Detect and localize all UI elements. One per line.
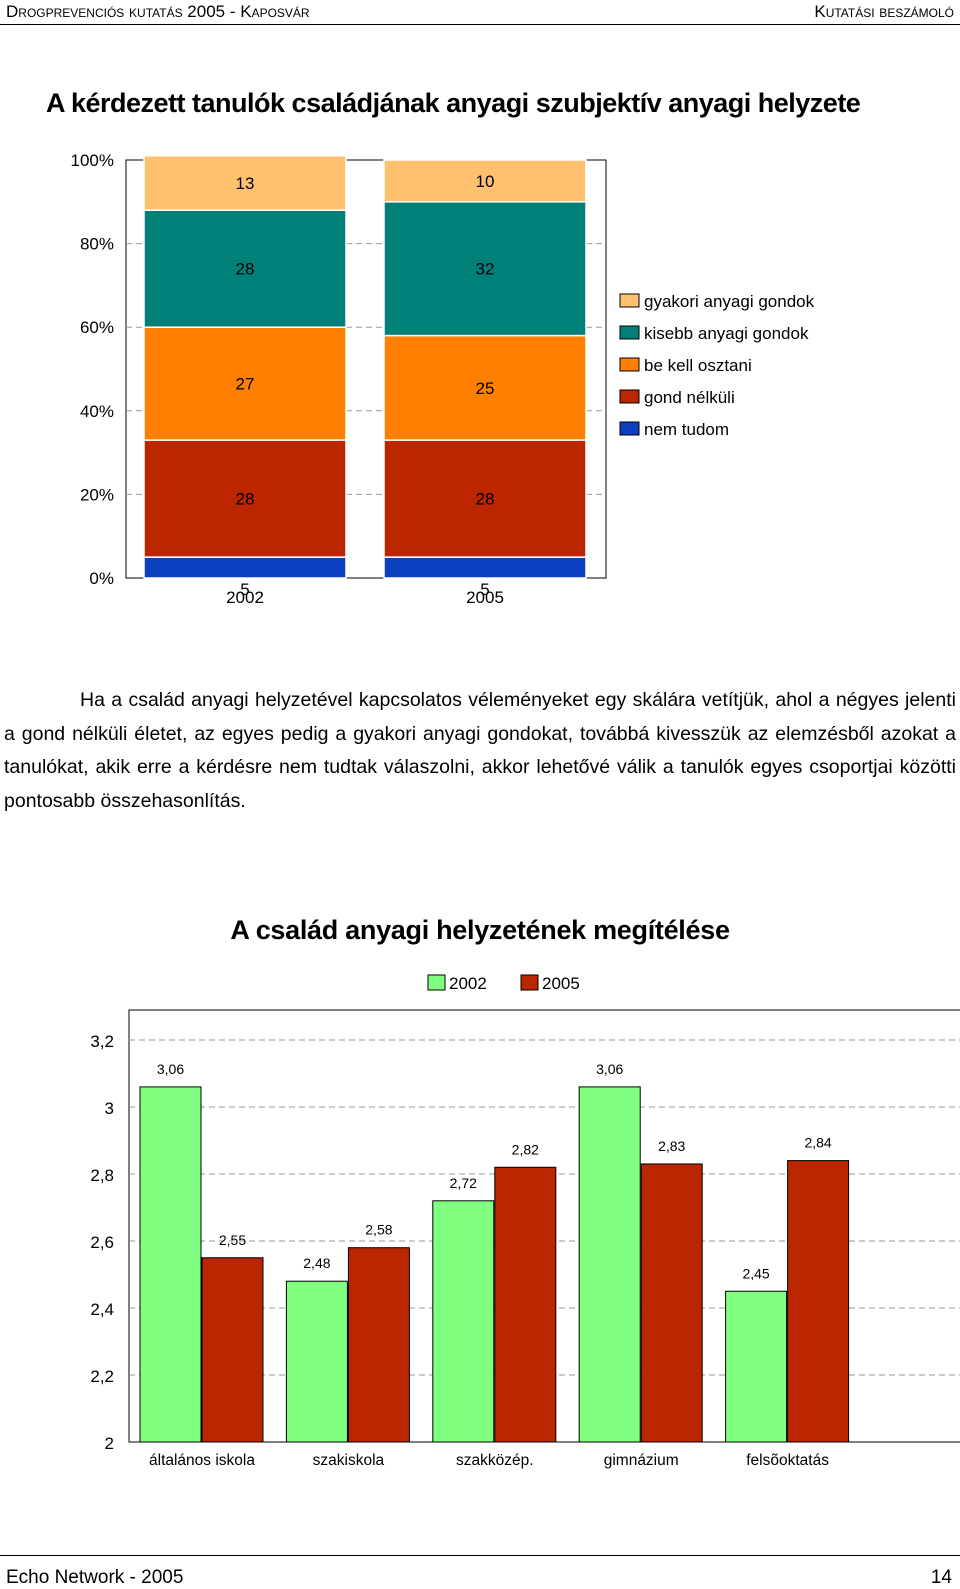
legend-label: gond nélküli	[644, 388, 735, 407]
body-paragraph: Ha a család anyagi helyzetével kapcsolat…	[4, 689, 956, 812]
x-tick-label: 2005	[466, 588, 504, 607]
page-footer: Echo Network - 2005 14	[0, 1555, 960, 1589]
y-tick-label: 0%	[89, 569, 114, 588]
data-label: 13	[236, 174, 255, 193]
legend-swatch	[619, 421, 640, 436]
header-report-type: Kutatási beszámoló	[814, 2, 954, 21]
data-label: 32	[476, 260, 495, 279]
y-tick-label: 3,2	[90, 1032, 114, 1051]
legend-label: gyakori anyagi gondok	[644, 292, 815, 311]
data-label: 28	[476, 490, 495, 509]
bar	[139, 1086, 202, 1443]
data-label: 3,06	[596, 1061, 623, 1077]
legend-swatch	[520, 974, 539, 991]
y-tick-label: 20%	[80, 485, 114, 504]
y-tick-label: 3	[105, 1099, 114, 1118]
data-label: 2,58	[365, 1222, 392, 1238]
bar-segment	[143, 326, 347, 441]
data-label: 25	[476, 379, 495, 398]
bar-segment	[383, 556, 587, 579]
y-tick-label: 2,2	[90, 1367, 114, 1386]
bar	[201, 1257, 264, 1443]
y-tick-label: 100%	[71, 151, 114, 170]
legend-label: kisebb anyagi gondok	[644, 324, 809, 343]
bar-segment	[143, 155, 347, 211]
header-title: Drogprevenciós kutatás 2005 - Kaposvár	[6, 2, 310, 21]
page-number: 14	[930, 1567, 952, 1588]
data-label: 28	[236, 490, 255, 509]
y-tick-label: 2	[105, 1434, 114, 1453]
bar-segment	[383, 334, 587, 441]
data-label: 2,48	[303, 1255, 330, 1271]
legend-swatch	[427, 974, 446, 991]
bar	[285, 1280, 348, 1443]
chart2-title: A család anyagi helyzetének megítélése	[230, 915, 730, 945]
data-label: 10	[476, 172, 495, 191]
y-tick-label: 2,6	[90, 1233, 114, 1252]
data-label: 2,82	[512, 1141, 539, 1157]
legend-label: 2002	[449, 974, 487, 993]
bar	[347, 1247, 410, 1443]
data-label: 5	[240, 580, 249, 599]
bar	[787, 1160, 850, 1443]
legend-swatch	[619, 389, 640, 404]
grouped-bar-chart: 2002 200522,22,42,62,833,23,062,55általán…	[90, 974, 960, 1469]
data-label: 2,83	[658, 1138, 685, 1154]
data-label: 28	[236, 260, 255, 279]
bar	[432, 1200, 495, 1443]
chart1-title: A kérdezett tanulók családjának anyagi s…	[46, 88, 861, 118]
legend-label: be kell osztani	[644, 356, 752, 375]
x-tick-label: gimnázium	[604, 1452, 679, 1469]
x-tick-label: 2002	[226, 588, 264, 607]
data-label: 2,45	[742, 1265, 769, 1281]
data-label: 2,84	[804, 1135, 831, 1151]
x-tick-label: szakiskola	[313, 1452, 385, 1469]
data-label: 2,55	[219, 1232, 246, 1248]
bar-segment	[383, 439, 587, 558]
footer-publisher: Echo Network - 2005	[6, 1567, 184, 1588]
legend-swatch	[619, 325, 640, 340]
bar	[640, 1163, 703, 1443]
footer-rule	[0, 1555, 960, 1556]
data-label: 5	[480, 580, 489, 599]
x-tick-label: szakközép.	[456, 1452, 534, 1469]
header-rule	[0, 24, 960, 25]
bar	[578, 1086, 641, 1443]
data-label: 27	[236, 375, 255, 394]
x-tick-label: általános iskola	[149, 1452, 255, 1469]
data-label: 3,06	[157, 1061, 184, 1077]
legend-swatch	[619, 293, 640, 308]
page-header: Drogprevenciós kutatás 2005 - Kaposvár K…	[0, 0, 960, 26]
bar-segment	[143, 556, 347, 579]
bar-segment	[143, 209, 347, 328]
legend-swatch	[619, 357, 640, 372]
y-tick-label: 80%	[80, 235, 114, 254]
y-tick-label: 2,4	[90, 1300, 114, 1319]
data-label: 2,72	[450, 1175, 477, 1191]
x-tick-label: felsõoktatás	[746, 1452, 829, 1469]
legend-label: nem tudom	[644, 420, 729, 439]
bar	[725, 1290, 788, 1443]
y-tick-label: 60%	[80, 318, 114, 337]
y-tick-label: 2,8	[90, 1166, 114, 1185]
y-tick-label: 40%	[80, 402, 114, 421]
legend-label: 2005	[542, 974, 580, 993]
bar-segment	[383, 159, 587, 203]
bar	[494, 1166, 557, 1443]
